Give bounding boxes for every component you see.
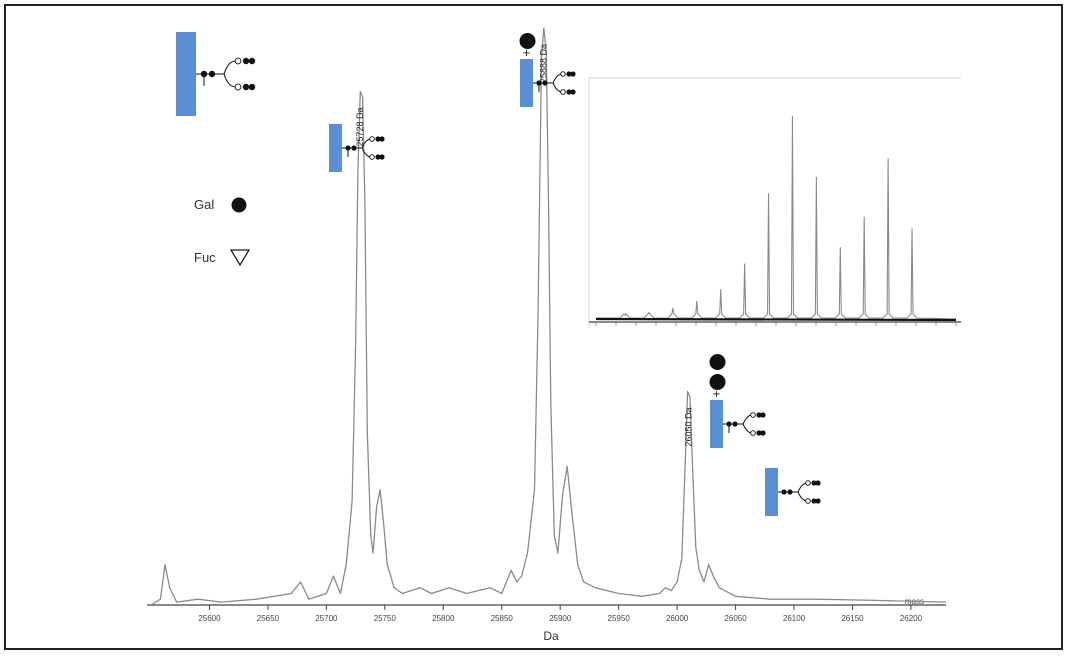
mannose-icon: [560, 71, 566, 77]
x-tick-label: 25650: [257, 614, 280, 623]
glcnac-icon: [242, 83, 250, 91]
x-tick-label: 25600: [198, 614, 221, 623]
inset-axis-ticks: [595, 322, 957, 326]
legend-label-gal: Gal: [194, 197, 214, 212]
glcnac-icon: [815, 480, 821, 486]
glcnac-icon: [542, 80, 548, 86]
protein-bar: [765, 468, 778, 516]
x-tick-label: 26200: [900, 614, 923, 623]
mannose-icon: [234, 83, 242, 91]
glycan-g0f-peak: [329, 124, 385, 172]
mannose-icon: [805, 498, 811, 504]
peak-mass-label: 25728 Da: [355, 107, 365, 146]
x-tick-label: 25850: [491, 614, 514, 623]
x-tick-label: 26150: [841, 614, 864, 623]
glycan-legend: Gal Fuc: [194, 197, 251, 267]
glcnac-icon: [760, 412, 766, 418]
mannose-icon: [750, 412, 756, 418]
glcnac-icon: [811, 480, 817, 486]
x-tick-label: 25800: [432, 614, 455, 623]
protein-bar: [710, 400, 723, 448]
x-tick-label: 26000: [666, 614, 689, 623]
attach-marker: +: [712, 389, 720, 400]
galactose-icon: [231, 197, 247, 213]
inset-baseline: [595, 317, 957, 322]
peak-mass-label: 25888 Da: [538, 44, 548, 83]
glcnac-icon: [756, 412, 762, 418]
glcnac-icon: [566, 71, 572, 77]
glcnac-icon: [781, 489, 787, 495]
mass-spectrum-chart: 25600 25650 25700 25750 25800 25850 25900 25950…: [147, 27, 961, 643]
mannose-icon: [750, 430, 756, 436]
x-axis-ticks: 25600 25650 25700 25750 25800 25850 25900 25950…: [198, 605, 923, 623]
x-tick-label: 25750: [374, 614, 397, 623]
glcnac-icon: [732, 421, 738, 427]
galactose-icon: [709, 374, 726, 390]
inset-spectrum: [588, 77, 961, 328]
fucose-icon: [229, 249, 251, 267]
x-tick-label: 25900: [549, 614, 572, 623]
glcnac-icon: [811, 498, 817, 504]
x-tick-label: 26100: [783, 614, 806, 623]
glcnac-icon: [756, 430, 762, 436]
glcnac-icon: [375, 136, 381, 142]
mannose-icon: [560, 89, 566, 95]
main-spectrum: 25600 25650 25700 25750 25800 25850 25900 25950…: [147, 27, 947, 643]
glcnac-icon: [570, 71, 576, 77]
glcnac-icon: [570, 89, 576, 95]
glycan-structures: ++: [176, 32, 821, 516]
glcnac-icon: [248, 57, 256, 65]
glycan-g2f-peak: +: [709, 354, 766, 448]
glcnac-icon: [351, 145, 357, 151]
spectrum-series: [150, 27, 947, 606]
galactose-icon: [709, 354, 726, 370]
glycan-g1f-peak: +: [519, 33, 576, 107]
peak-mass-label: 26050 Da: [683, 407, 693, 446]
protein-bar: [520, 59, 533, 107]
glcnac-icon: [379, 154, 385, 160]
x-tick-label: 26050: [724, 614, 747, 623]
glcnac-icon: [375, 154, 381, 160]
peak-annotations: 25728 Da 25888 Da 26050 Da: [355, 44, 694, 447]
glcnac-icon: [566, 89, 572, 95]
x-axis-title: Da: [543, 629, 559, 643]
branch-lower: [223, 73, 237, 88]
glcnac-icon: [815, 498, 821, 504]
inset-series: [595, 116, 957, 322]
glycan-man-peak: [765, 468, 821, 516]
protein-bar: [176, 32, 196, 116]
mannose-icon: [369, 136, 375, 142]
glcnac-icon: [379, 136, 385, 142]
protein-bar: [329, 124, 342, 172]
legend-item-fuc: Fuc: [194, 249, 251, 267]
glycan-g0f-key: [176, 32, 256, 116]
glcnac-icon: [208, 70, 216, 78]
mannose-icon: [234, 57, 242, 65]
galactose-icon: [519, 33, 536, 49]
mannose-icon: [805, 480, 811, 486]
attach-marker: +: [522, 48, 530, 59]
glcnac-icon: [242, 57, 250, 65]
inset-trace: [596, 116, 957, 320]
branch-upper: [223, 60, 237, 75]
mannose-icon: [369, 154, 375, 160]
x-tick-label: 25950: [608, 614, 631, 623]
glcnac-icon: [248, 83, 256, 91]
legend-label-fuc: Fuc: [194, 250, 216, 265]
x-tick-label: 25700: [315, 614, 338, 623]
figure-frame: 25600 25650 25700 25750 25800 25850 25900 25950…: [4, 4, 1063, 650]
glcnac-icon: [787, 489, 793, 495]
glcnac-icon: [760, 430, 766, 436]
legend-item-gal: Gal: [194, 197, 247, 213]
spectrum-trace: [150, 27, 947, 606]
